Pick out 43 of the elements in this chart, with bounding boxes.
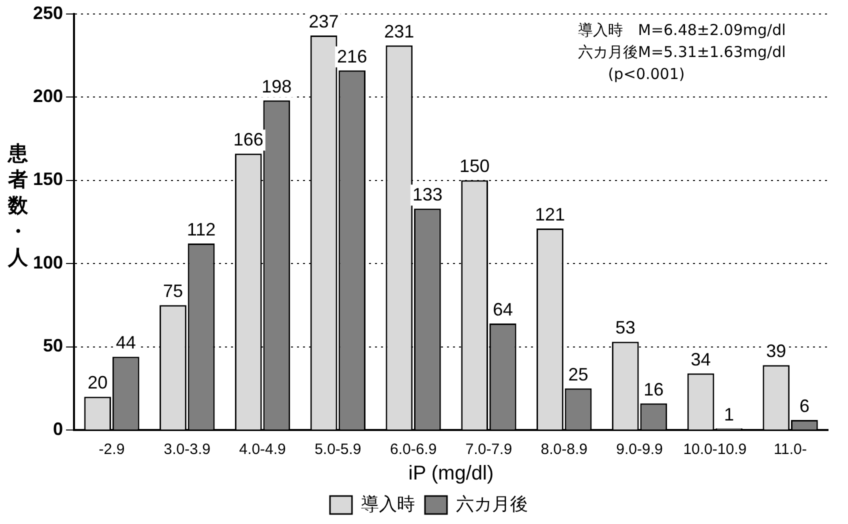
data-label: 39: [766, 341, 786, 362]
data-label: 64: [492, 299, 513, 320]
data-label: 53: [615, 318, 636, 338]
data-label: 216: [337, 46, 368, 66]
data-label: 133: [412, 184, 442, 205]
y-tick-label: 0: [53, 418, 64, 439]
x-axis-title: iP (mg/dl): [408, 462, 494, 485]
legend-label: 六カ月後: [456, 494, 528, 514]
x-tick-label: 10.0-10.9: [683, 441, 747, 458]
annotation: 六カ月後M=5.31±1.63mg/dl: [578, 43, 786, 62]
annotation: (p<0.001): [608, 65, 685, 84]
data-label: 166: [233, 130, 264, 150]
data-label: 150: [460, 156, 490, 176]
x-tick-label: 11.0-: [774, 441, 807, 458]
x-tick-label: 9.0-9.9: [616, 441, 663, 458]
y-axis-title: 患者数・人: [6, 140, 29, 270]
data-label: 16: [644, 379, 664, 400]
y-tick-label: 200: [32, 86, 64, 106]
x-tick-label: 5.0-5.9: [314, 441, 362, 458]
x-tick-label: 4.0-4.9: [239, 441, 286, 458]
data-label: 6: [799, 396, 810, 416]
data-label: 237: [308, 11, 339, 32]
legend-label: 導入時: [361, 494, 415, 514]
data-label: 198: [262, 76, 292, 96]
y-tick-label: 100: [32, 252, 64, 272]
y-tick-label: 50: [43, 336, 64, 356]
y-tick-label: 150: [32, 169, 64, 190]
x-tick-label: -2.9: [98, 441, 125, 458]
data-label: 44: [116, 332, 136, 353]
data-label: 121: [534, 204, 565, 225]
y-tick-label: 250: [32, 2, 64, 23]
annotation: 導入時 M=6.48±2.09mg/dl: [578, 21, 786, 40]
data-label: 112: [186, 220, 216, 240]
x-tick-label: 8.0-8.9: [540, 441, 588, 458]
data-label: 34: [690, 349, 711, 370]
data-label: 25: [568, 364, 588, 384]
x-tick-label: 7.0-7.9: [465, 441, 512, 458]
data-label: 20: [88, 372, 108, 393]
data-label: 1: [724, 404, 734, 424]
data-label: 231: [384, 21, 414, 42]
x-tick-label: 6.0-6.9: [390, 441, 437, 458]
x-tick-label: 3.0-3.9: [164, 441, 210, 458]
data-label: 75: [162, 281, 184, 302]
